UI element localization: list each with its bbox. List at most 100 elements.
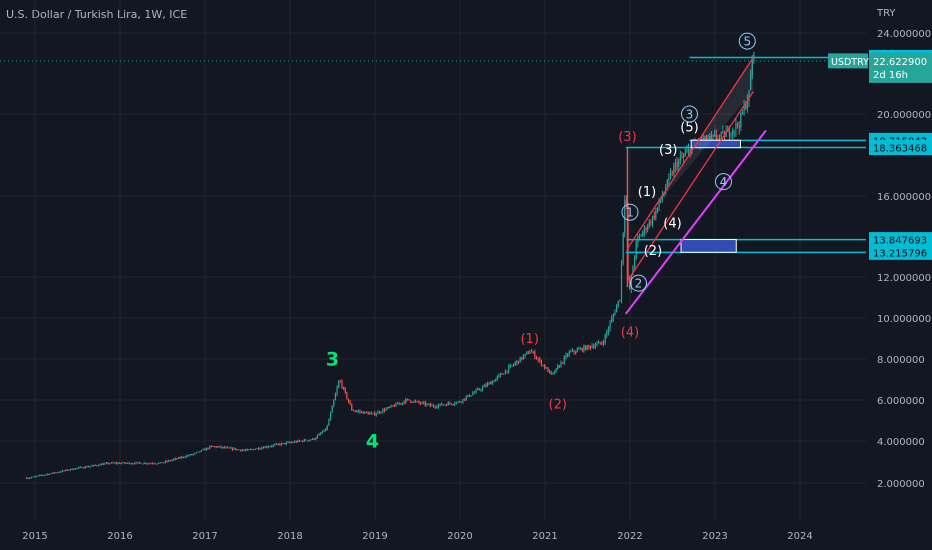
candle-body <box>382 409 384 413</box>
candle-body <box>475 390 477 393</box>
candle-body <box>671 173 673 175</box>
candle-body <box>130 463 132 465</box>
candle-body <box>733 130 735 132</box>
wave-label-white: (1) <box>638 185 656 200</box>
candle-body <box>343 387 345 389</box>
candle-body <box>465 396 467 400</box>
candle-body <box>128 462 131 464</box>
candle-body <box>236 449 238 451</box>
candle-body <box>470 395 472 397</box>
x-tick-label: 2015 <box>22 531 47 542</box>
candle-body <box>47 473 49 475</box>
candle-body <box>493 381 495 383</box>
candle-body <box>558 366 560 368</box>
candle-body <box>222 447 224 449</box>
candle-body <box>576 349 578 352</box>
wave-circle <box>738 32 756 50</box>
candle-body <box>328 419 330 426</box>
candle-body <box>478 389 480 391</box>
candle-body <box>714 134 716 136</box>
candle-body <box>624 200 626 233</box>
candle-body <box>84 466 86 468</box>
candle-body <box>516 360 518 363</box>
candle-body <box>186 455 188 457</box>
y-tick-label: 6.000000 <box>877 396 925 407</box>
candle-body <box>101 464 103 466</box>
candle-body <box>315 437 317 440</box>
candle-body <box>168 460 170 462</box>
candle-body <box>483 385 485 388</box>
wave-label-circle: 3 <box>686 108 694 122</box>
x-tick-label: 2021 <box>532 531 557 542</box>
candle-body <box>586 345 588 350</box>
grid-lines <box>0 0 866 520</box>
wave-label-white: (4) <box>663 217 681 232</box>
time-axis[interactable]: 2015 2016 2017 2018 2019 2020 2021 2022 2023 2024 <box>22 531 812 542</box>
candle-body <box>468 394 471 397</box>
candle-body <box>405 399 407 403</box>
candle-body <box>499 373 502 376</box>
candle-body <box>181 456 183 458</box>
candle-body <box>336 387 338 395</box>
candle-body <box>50 473 52 475</box>
y-tick-label: 8.000000 <box>877 355 925 366</box>
candle-body <box>357 411 359 413</box>
candle-body <box>122 462 124 464</box>
candle-body <box>712 135 714 137</box>
candle-body <box>653 216 655 219</box>
candle-body <box>563 357 565 363</box>
candle-body <box>89 466 91 468</box>
candle-body <box>298 440 301 442</box>
candle-body <box>163 462 165 464</box>
candle-body <box>488 382 490 384</box>
candle-body <box>218 446 220 448</box>
candle-body <box>34 476 36 478</box>
candle-body <box>423 402 425 404</box>
candle-body <box>555 368 557 373</box>
candle-body <box>522 355 525 360</box>
candle-body <box>68 469 70 471</box>
candle-body <box>102 463 104 465</box>
candle-body <box>573 350 575 352</box>
candle-body <box>215 446 217 448</box>
candle-body <box>442 404 444 406</box>
candle-body <box>127 462 129 464</box>
candle-body <box>117 462 119 464</box>
zone-box-lower <box>680 239 737 253</box>
trendline <box>624 129 767 315</box>
candle-body <box>125 463 127 465</box>
candle-body <box>63 470 65 472</box>
candle-body <box>151 463 153 465</box>
candle-body <box>601 343 603 345</box>
candle-body <box>472 393 474 396</box>
candle-body <box>282 443 284 445</box>
candle-body <box>557 366 559 369</box>
candle-body <box>411 401 413 403</box>
candle-body <box>52 472 54 474</box>
candle-body <box>243 450 245 452</box>
candle-body <box>413 401 415 403</box>
candle-body <box>274 444 276 446</box>
candle-body <box>643 227 645 233</box>
candle-body <box>743 105 745 113</box>
candle-body <box>504 370 507 374</box>
candle-body <box>104 463 106 465</box>
candle-body <box>620 263 623 300</box>
candle-body <box>640 235 642 237</box>
candle-body <box>542 365 544 367</box>
candle-body <box>725 131 727 138</box>
price-axis[interactable]: 24.000000 20.000000 16.000000 12.000000 10.0… <box>828 8 932 490</box>
candle-body <box>277 443 279 445</box>
candle-body <box>141 463 144 465</box>
candle-body <box>481 387 484 390</box>
candle-body <box>750 75 752 91</box>
candle-body <box>365 411 368 413</box>
candle-body <box>323 429 325 432</box>
candle-body <box>341 381 343 388</box>
candle-body <box>594 345 596 348</box>
candle-body <box>383 409 386 411</box>
candle-body <box>393 405 395 407</box>
candle-body <box>331 406 333 413</box>
candle-body <box>295 441 297 443</box>
